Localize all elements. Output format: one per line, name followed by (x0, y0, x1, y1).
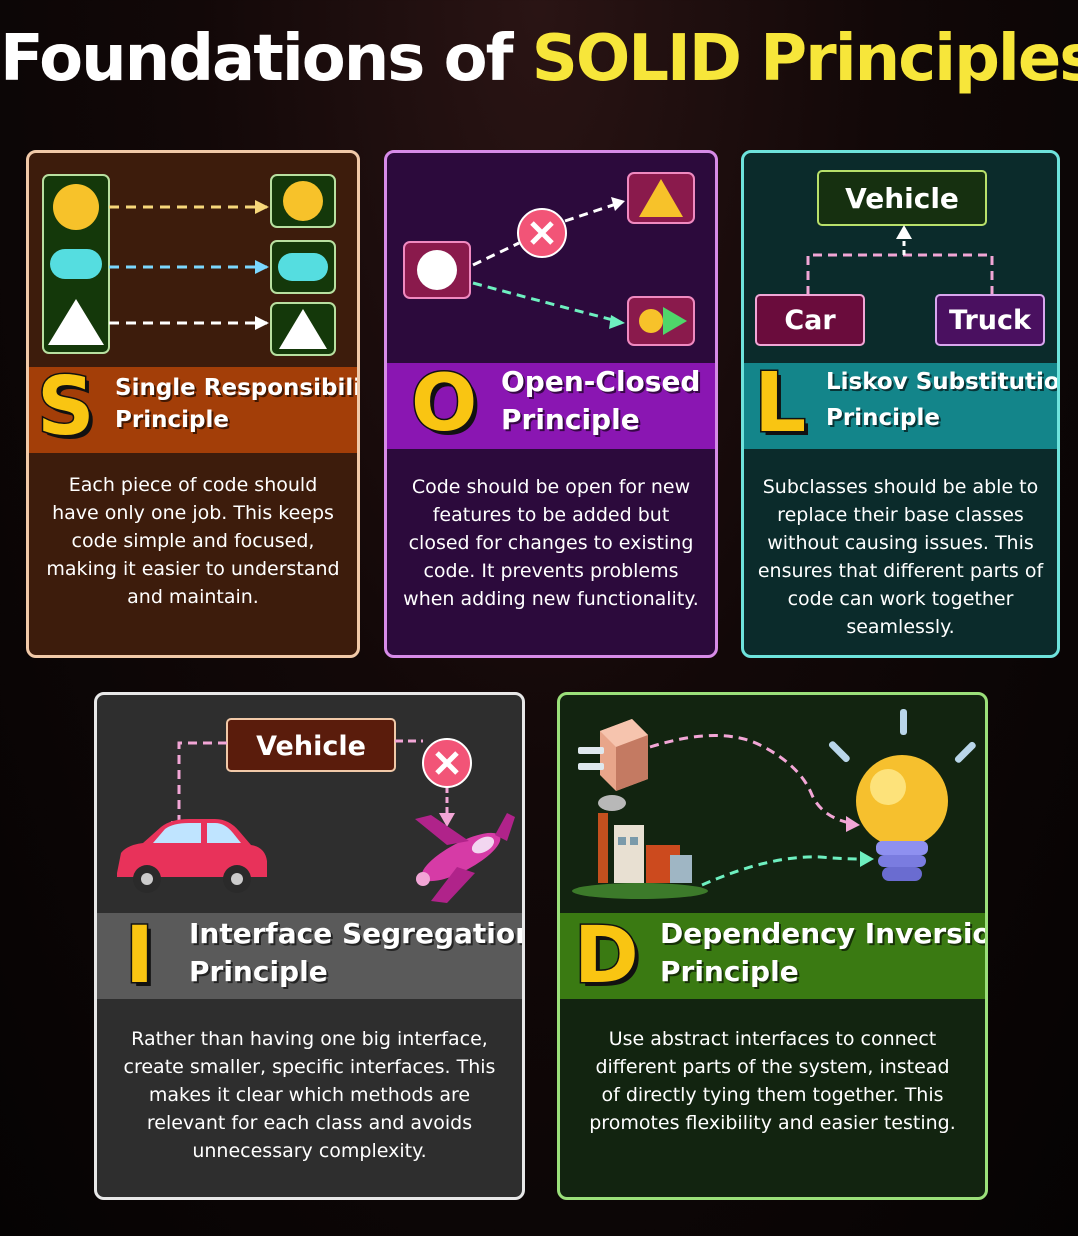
principle-name-line1: Dependency Inversion (660, 917, 988, 950)
single-responsibility-diagram (42, 174, 336, 356)
principle-letter: I (123, 911, 155, 1001)
diagram-base-label: Vehicle (256, 731, 366, 762)
car-icon (117, 819, 267, 893)
card-liskov-substitution: Vehicle Car Truck L Liskov Substitution … (741, 150, 1060, 658)
interface-segregation-diagram: Vehicle (117, 718, 515, 903)
principle-band (744, 363, 1057, 449)
liskov-diagram: Vehicle Car Truck (755, 170, 1045, 346)
factory-icon (572, 795, 708, 899)
card-interface-segregation: Vehicle I Interface Segregation Pri (94, 692, 525, 1200)
open-closed-diagram (403, 172, 695, 346)
principle-letter: L (752, 356, 807, 451)
pill-icon (50, 249, 102, 279)
page-title: Foundations of SOLID Principles (0, 22, 1078, 96)
principle-name-line2: Principle (189, 955, 328, 988)
principle-name-line2: Principle (115, 407, 229, 433)
principle-band (97, 913, 522, 999)
card-single-responsibility: S Single Responsibility Principle Each p… (26, 150, 360, 658)
plug-icon (578, 719, 648, 791)
principle-description: Each piece of code should have only one … (46, 474, 340, 608)
principle-name-line2: Principle (660, 955, 799, 988)
principle-band (29, 367, 357, 453)
principle-letter: S (36, 360, 97, 453)
diagram-child-car: Car (784, 305, 836, 336)
principle-name-line2: Principle (826, 405, 940, 431)
cross-icon (517, 208, 567, 258)
circle-icon (53, 184, 99, 230)
principle-letter: O (409, 359, 478, 449)
card-open-closed: O Open-Closed Principle Code should be o… (384, 150, 718, 658)
principle-description: Subclasses should be able to replace the… (757, 476, 1044, 638)
title-highlight: SOLID Principles (531, 22, 1078, 96)
diagram-child-truck: Truck (949, 305, 1032, 336)
card-dependency-inversion: D Dependency Inversion Principle Use abs… (557, 692, 988, 1200)
principle-name-line2: Principle (501, 403, 640, 436)
principle-name-line1: Open-Closed (501, 365, 701, 398)
diagram-base-label: Vehicle (845, 182, 959, 215)
principle-name-line1: Single Responsibility (115, 375, 360, 401)
principle-band (560, 913, 985, 999)
principle-description: Rather than having one big interface, cr… (123, 1028, 496, 1162)
dependency-inversion-diagram (572, 709, 976, 899)
triangle-icon (48, 299, 104, 345)
airplane-icon (415, 813, 515, 903)
principle-name-line1: Interface Segregation (189, 917, 525, 950)
principle-description: Code should be open for new features to … (403, 476, 699, 610)
principle-band (387, 363, 715, 449)
principle-name-line1: Liskov Substitution (826, 369, 1060, 395)
cross-icon (422, 738, 472, 788)
principle-description: Use abstract interfaces to connect diffe… (589, 1028, 956, 1134)
title-main: Foundations of (0, 22, 532, 96)
lightbulb-icon (828, 709, 976, 881)
principle-letter: D (573, 911, 641, 1001)
